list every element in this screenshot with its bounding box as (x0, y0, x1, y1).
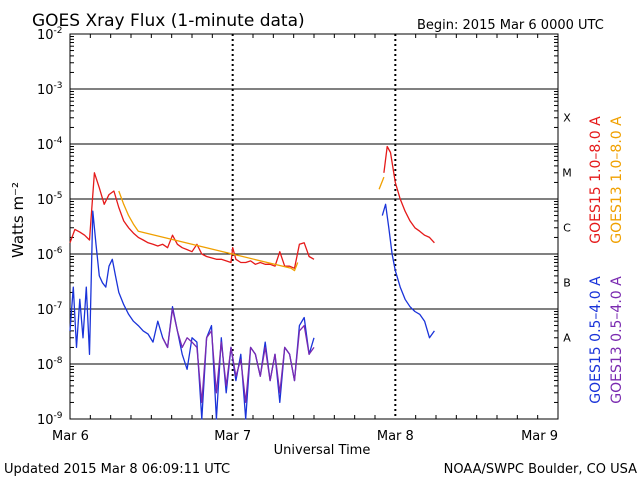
y-tick-label: 10-2 (37, 26, 63, 43)
legend: GOES15 1.0–8.0 A GOES13 1.0–8.0 A GOES15 0… (588, 116, 625, 404)
updated-timestamp: Updated 2015 Mar 8 06:09:11 UTC (4, 462, 230, 477)
y-tick-label: 10-8 (37, 356, 63, 373)
data-series (69, 145, 435, 420)
flare-class-a: A (563, 332, 571, 345)
y-tick-label: 10-5 (37, 191, 63, 208)
series-line (162, 308, 315, 404)
grid-lines (70, 34, 558, 419)
x-tick-label: Mar 9 (521, 429, 558, 444)
y-tick-label: 10-7 (37, 301, 63, 318)
y-tick-label: 10-9 (37, 411, 63, 428)
series-line (69, 172, 315, 269)
series-line (383, 145, 435, 244)
flare-class-labels: A B C M X (562, 112, 572, 345)
y-axis-label: Watts m⁻² (9, 182, 27, 258)
chart-title: GOES Xray Flux (1-minute data) (32, 11, 305, 31)
y-axis-ticks: 10-9 10-8 10-7 10-6 10-5 10-4 10-3 10-2 (37, 26, 558, 428)
x-tick-label: Mar 6 (52, 429, 89, 444)
plot-frame (69, 33, 559, 420)
credit-line: NOAA/SWPC Boulder, CO USA (444, 462, 637, 477)
legend-entry: GOES15 0.5–4.0 A (588, 276, 604, 404)
y-tick-label: 10-3 (37, 81, 63, 98)
series-line (69, 210, 315, 420)
x-axis-ticks: Mar 6 Mar 7 Mar 8 Mar 9 (52, 34, 558, 444)
legend-entry: GOES13 1.0–8.0 A (609, 116, 625, 244)
x-tick-label: Mar 7 (214, 429, 251, 444)
begin-time: Begin: 2015 Mar 6 0000 UTC (417, 18, 604, 33)
legend-entry: GOES13 0.5–4.0 A (609, 276, 625, 404)
flare-class-b: B (563, 277, 571, 290)
flare-class-m: M (562, 167, 572, 180)
x-axis-label: Universal Time (274, 443, 371, 458)
y-tick-label: 10-6 (37, 246, 63, 263)
x-tick-label: Mar 8 (377, 429, 414, 444)
legend-entry: GOES15 1.0–8.0 A (588, 116, 604, 244)
series-line (378, 176, 385, 190)
flare-class-x: X (563, 112, 571, 125)
flare-class-c: C (563, 222, 571, 235)
y-tick-label: 10-4 (37, 136, 63, 153)
series-line (118, 190, 299, 272)
series-line (381, 203, 435, 339)
